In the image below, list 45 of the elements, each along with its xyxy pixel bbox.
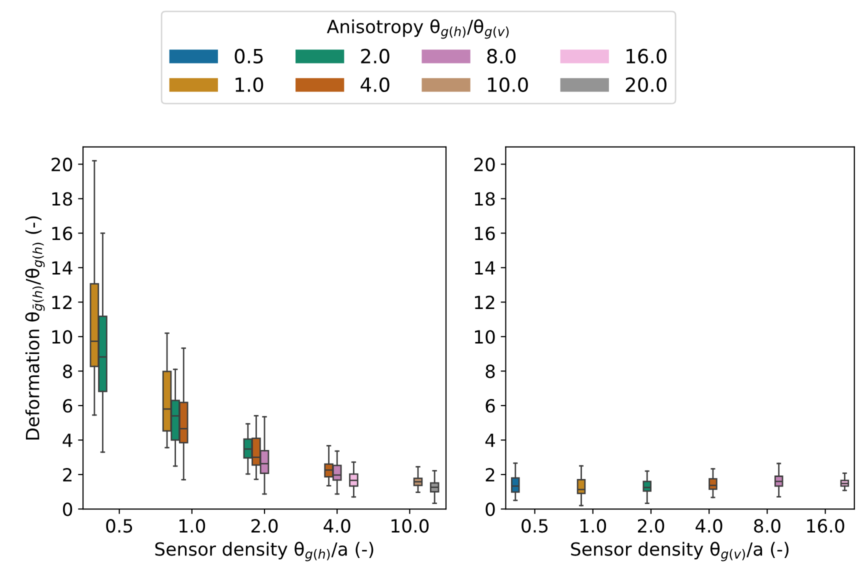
legend-label: 20.0 — [626, 77, 666, 92]
y-tick-label: 6 — [63, 399, 72, 413]
y-tick-label: 10 — [52, 330, 72, 344]
x-tick-label: 0.5 — [106, 519, 132, 533]
legend-label: 16.0 — [626, 48, 666, 64]
y-tick-label: 14 — [475, 261, 495, 275]
legend-label: 8.0 — [487, 48, 516, 64]
y-tick-label: 20 — [474, 158, 495, 172]
y-tick-label: 14 — [52, 261, 72, 275]
x-tick-label: 1.0 — [580, 519, 606, 533]
legend-label: 0.5 — [234, 48, 263, 64]
x-tick-label: 1.0 — [180, 519, 206, 533]
y-tick-label: 0 — [486, 502, 495, 516]
x-tick-label: 0.5 — [522, 519, 548, 533]
legend-label: 4.0 — [360, 77, 390, 92]
x-tick-label: 10.0 — [392, 519, 429, 533]
legend-label: 1.0 — [236, 77, 264, 92]
y-tick-label: 18 — [475, 192, 495, 206]
legend-label: 2.0 — [361, 48, 390, 64]
y-tick-label: 8 — [486, 364, 495, 378]
legend-label: 10.0 — [488, 77, 528, 92]
legend-title: Anisotropy θ$_{g(h)}$/θ$_{g(v)}$ — [326, 19, 509, 39]
y-tick-label: 4 — [62, 434, 72, 447]
y-tick-label: 18 — [52, 192, 72, 206]
x-tick-label: 16.0 — [807, 519, 844, 533]
x-axis-title: Sensor density θ$_{g(v)}$/a (-) — [571, 542, 788, 562]
y-tick-label: 6 — [486, 399, 495, 413]
y-tick-label: 0 — [63, 502, 72, 516]
y-tick-label: 2 — [63, 468, 72, 482]
y-axis-title: Deformation θ$_{ḡ(h)}$/θ$_{g(h)}$ (-) — [25, 216, 45, 440]
x-tick-label: 2.0 — [638, 519, 664, 533]
y-tick-label: 12 — [475, 296, 494, 309]
y-tick-label: 16 — [475, 226, 495, 240]
y-tick-label: 10 — [475, 330, 495, 344]
x-tick-label: 8.0 — [754, 519, 780, 533]
x-axis-title: Sensor density θ$_{g(h)}$/a (-) — [155, 542, 374, 562]
x-tick-label: 2.0 — [251, 519, 278, 533]
x-tick-label: 4.0 — [324, 519, 350, 533]
y-tick-label: 12 — [52, 296, 72, 309]
y-tick-label: 4 — [485, 434, 495, 447]
y-tick-label: 16 — [52, 226, 72, 240]
y-tick-label: 8 — [63, 364, 72, 378]
x-tick-label: 4.0 — [696, 519, 722, 533]
y-tick-label: 2 — [486, 468, 494, 482]
y-tick-label: 20 — [52, 158, 72, 172]
